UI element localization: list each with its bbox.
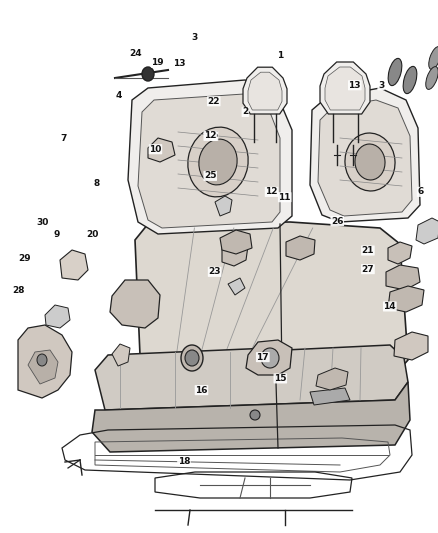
Polygon shape (320, 62, 370, 114)
Text: 1: 1 (277, 52, 283, 60)
Text: 6: 6 (417, 188, 424, 196)
Text: 8: 8 (93, 180, 99, 188)
Ellipse shape (429, 46, 438, 69)
Ellipse shape (142, 67, 154, 81)
Text: 13: 13 (173, 60, 186, 68)
Text: 9: 9 (54, 230, 60, 239)
Polygon shape (246, 340, 292, 375)
Ellipse shape (345, 133, 395, 191)
Polygon shape (95, 345, 408, 410)
Polygon shape (243, 67, 287, 114)
Text: 3: 3 (378, 81, 384, 90)
Polygon shape (248, 72, 282, 110)
Ellipse shape (355, 144, 385, 180)
Text: 15: 15 (274, 374, 286, 383)
Polygon shape (222, 242, 248, 266)
Ellipse shape (426, 67, 438, 90)
Polygon shape (110, 280, 160, 328)
Polygon shape (386, 265, 420, 290)
Text: 12: 12 (204, 132, 216, 140)
Text: 4: 4 (115, 92, 121, 100)
Text: 23: 23 (208, 268, 221, 276)
Text: 19: 19 (152, 59, 164, 67)
Text: 28: 28 (12, 286, 25, 295)
Polygon shape (128, 80, 292, 234)
Text: 17: 17 (257, 353, 269, 361)
Ellipse shape (188, 127, 248, 197)
Ellipse shape (37, 354, 47, 366)
Text: 7: 7 (60, 134, 67, 143)
Ellipse shape (181, 345, 203, 371)
Text: 26: 26 (331, 217, 343, 225)
Text: 25: 25 (204, 172, 216, 180)
Ellipse shape (261, 348, 279, 368)
Text: 11: 11 (279, 193, 291, 201)
Polygon shape (394, 332, 428, 360)
Ellipse shape (388, 59, 402, 86)
Ellipse shape (403, 67, 417, 94)
Polygon shape (310, 388, 350, 405)
Polygon shape (215, 196, 232, 216)
Polygon shape (28, 350, 58, 384)
Text: 13: 13 (349, 81, 361, 90)
Text: 10: 10 (149, 145, 162, 154)
Ellipse shape (185, 350, 199, 366)
Text: 18: 18 (178, 457, 190, 465)
Polygon shape (45, 305, 70, 328)
Polygon shape (92, 382, 410, 452)
Polygon shape (112, 344, 130, 366)
Polygon shape (18, 325, 72, 398)
Text: 14: 14 (384, 302, 396, 311)
Text: 2: 2 (242, 108, 248, 116)
Polygon shape (388, 242, 412, 264)
Text: 20: 20 (86, 230, 98, 239)
Text: 22: 22 (208, 97, 220, 106)
Polygon shape (220, 230, 252, 254)
Polygon shape (310, 88, 420, 222)
Polygon shape (148, 138, 175, 162)
Polygon shape (416, 218, 438, 244)
Polygon shape (60, 250, 88, 280)
Text: 12: 12 (265, 188, 278, 196)
Polygon shape (388, 286, 424, 312)
Polygon shape (228, 278, 245, 295)
Ellipse shape (199, 139, 237, 185)
Text: 27: 27 (362, 265, 374, 273)
Text: 29: 29 (18, 254, 30, 263)
Text: 5: 5 (212, 132, 218, 140)
Polygon shape (316, 368, 348, 390)
Text: 3: 3 (192, 33, 198, 42)
Polygon shape (325, 67, 365, 110)
Polygon shape (138, 94, 280, 228)
Text: 30: 30 (37, 219, 49, 227)
Text: 16: 16 (195, 386, 208, 394)
Polygon shape (135, 222, 408, 392)
Polygon shape (318, 100, 412, 216)
Text: 24: 24 (130, 49, 142, 58)
Ellipse shape (250, 410, 260, 420)
Polygon shape (286, 236, 315, 260)
Text: 21: 21 (362, 246, 374, 255)
